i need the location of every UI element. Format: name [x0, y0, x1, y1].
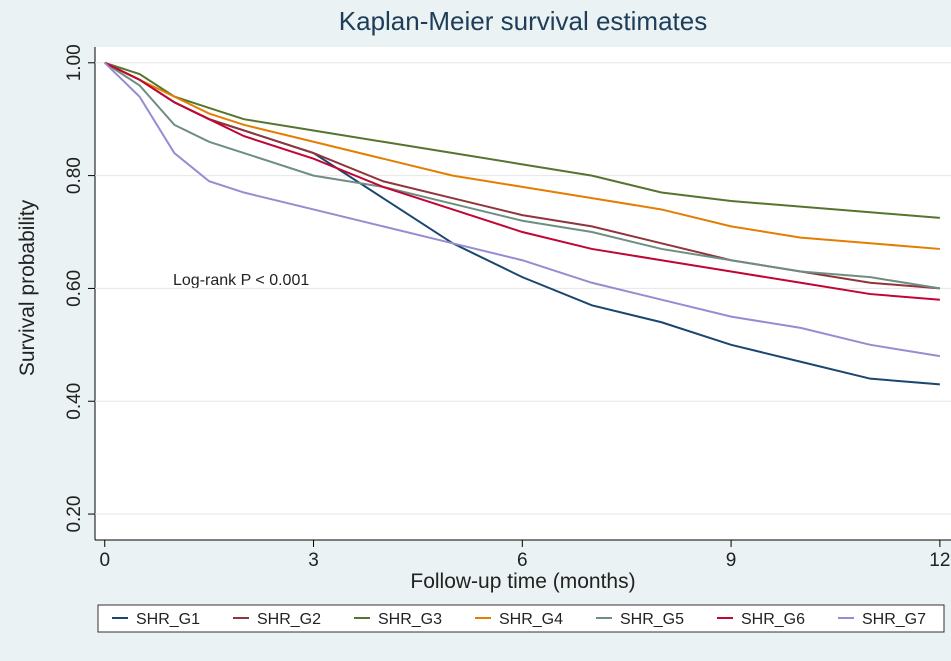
- legend-label: SHR_G6: [741, 611, 805, 628]
- y-tick-label: 0.80: [64, 157, 85, 194]
- legend-label: SHR_G5: [620, 611, 684, 628]
- x-tick-label: 9: [726, 550, 737, 571]
- y-tick-label: 0.60: [64, 270, 85, 307]
- survival-curve: [104, 61, 941, 290]
- x-tick-label: 12: [929, 550, 950, 571]
- legend-label: SHR_G2: [257, 611, 321, 628]
- y-tick-label: 0.40: [64, 383, 85, 420]
- y-axis-label: Survival probability: [16, 199, 39, 376]
- survival-curve: [104, 62, 941, 358]
- legend-label: SHR_G3: [378, 611, 442, 628]
- y-tick-label: 0.20: [64, 496, 85, 533]
- x-tick-label: 0: [99, 550, 110, 571]
- survival-curve: [104, 61, 940, 250]
- chart-title: Kaplan-Meier survival estimates: [339, 6, 707, 36]
- legend-label: SHR_G1: [136, 611, 200, 628]
- survival-curve: [104, 61, 940, 219]
- x-tick-label: 6: [517, 550, 528, 571]
- x-tick-label: 3: [308, 550, 319, 571]
- annotation: Log-rank P < 0.001: [173, 272, 309, 289]
- x-axis-label: Follow-up time (months): [410, 570, 635, 593]
- legend-label: SHR_G7: [862, 611, 926, 628]
- plot-area: [95, 47, 951, 540]
- legend-label: SHR_G4: [499, 611, 563, 628]
- y-tick-label: 1.00: [64, 44, 85, 81]
- survival-curve: [104, 61, 940, 301]
